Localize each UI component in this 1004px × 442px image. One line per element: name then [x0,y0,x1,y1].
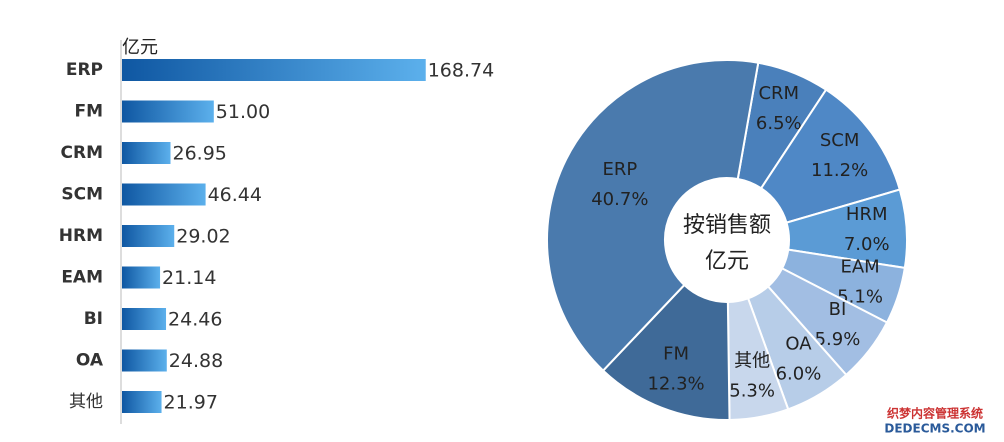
value-label: 51.00 [216,101,270,123]
value-label: 29.02 [176,226,230,248]
slice-label: HRM [846,204,888,225]
value-label: 168.74 [428,60,494,82]
y-tick-label: BI [84,309,103,329]
y-tick-label: SCM [61,185,103,205]
y-tick-label: ERP [66,60,103,80]
bar [122,349,167,372]
value-label: 26.95 [173,143,227,165]
y-tick-label: CRM [61,143,103,163]
slice-label: ERP [602,159,637,180]
bar [122,391,162,413]
value-label: 46.44 [208,184,262,206]
slice-value-label: 11.2% [811,160,868,181]
bar [122,100,214,123]
y-tick-label: FM [74,102,103,122]
slice-value-label: 6.0% [776,363,822,384]
y-tick-label: EAM [61,268,103,288]
pie-slice [601,283,731,421]
slice-label: SCM [820,130,860,151]
slice-value-label: 12.3% [647,373,704,394]
y-tick-label: 其他 [69,392,103,412]
value-label: 21.97 [164,392,218,414]
slice-value-label: 7.0% [844,234,890,255]
center-text: 亿元 [705,249,749,274]
y-tick-label: HRM [59,226,103,246]
slice-value-label: 6.5% [756,113,802,134]
slice-value-label: 40.7% [591,189,648,210]
bar [122,308,167,330]
bar [122,225,175,247]
bar [122,142,171,164]
slice-label: EAM [840,256,879,277]
watermark: 织梦内容管理系统 [887,406,983,421]
bar [122,59,426,81]
slice-label: BI [829,299,847,320]
slice-label: OA [785,333,812,354]
value-label: 24.46 [168,309,222,331]
bar [122,183,206,206]
unit-label: 亿元 [122,37,158,58]
slice-label: CRM [758,83,799,104]
center-text: 按销售额 [683,213,771,238]
value-label: 21.14 [162,267,216,289]
bar [122,266,161,289]
slice-label: 其他 [734,351,770,372]
slice-value-label: 5.3% [729,381,775,402]
pie-slice [759,88,902,224]
slice-label: FM [663,343,689,364]
pie-slice [546,59,760,373]
slice-value-label: 5.9% [815,329,861,350]
value-label: 24.88 [169,350,223,372]
y-tick-label: OA [76,351,104,371]
watermark: DEDECMS.COM [884,422,985,436]
donut-hole [666,179,788,301]
